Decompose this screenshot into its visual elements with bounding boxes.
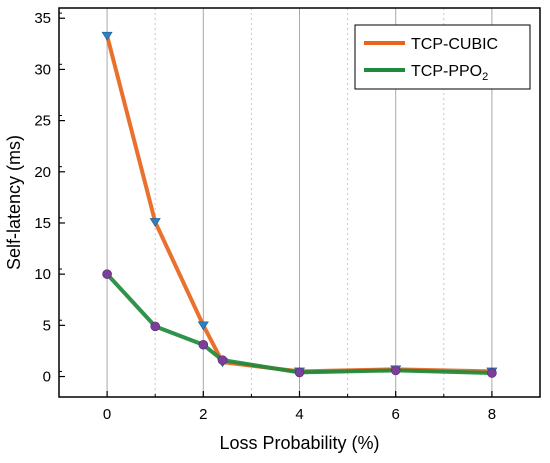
data-point-2: [294, 367, 305, 378]
data-point-2: [487, 368, 497, 378]
y-tick-label: 15: [34, 215, 51, 232]
x-axis-title: Loss Probability (%): [219, 433, 379, 453]
data-point-2: [150, 321, 160, 332]
x-tick-label: 6: [392, 406, 400, 423]
data-point-2: [390, 365, 401, 376]
data-point-2: [102, 269, 112, 279]
y-tick-label: 10: [34, 266, 51, 283]
legend-label-1: TCP-CUBIC: [411, 36, 498, 53]
x-tick-label: 8: [488, 406, 496, 423]
legend: TCP-CUBIC TCP-PPO2: [354, 24, 531, 90]
y-tick-label: 30: [34, 61, 51, 78]
data-point-2: [198, 339, 209, 350]
data-point-1: [101, 31, 113, 41]
y-axis-title: Self-latency (ms): [4, 135, 24, 270]
y-tick-label: 35: [34, 10, 51, 27]
legend-subscript: 2: [482, 71, 488, 83]
legend-box: [354, 24, 531, 90]
x-tick-label: 2: [199, 406, 207, 423]
y-tick-label: 20: [34, 164, 51, 181]
axis-ticks: 0 2 4 6 8 0 5 10 15 20 25 30 35: [34, 10, 541, 423]
y-tick-label: 0: [43, 369, 51, 386]
data-point-1: [197, 321, 209, 331]
y-tick-label: 5: [43, 317, 51, 334]
y-tick-label: 25: [34, 113, 51, 130]
x-tick-label: 0: [103, 406, 111, 423]
data-point-2: [217, 355, 228, 365]
x-tick-label: 4: [295, 406, 303, 423]
series-markers: [101, 31, 498, 378]
data-point-1: [149, 218, 161, 228]
legend-label-2: TCP-PPO2: [411, 63, 488, 83]
